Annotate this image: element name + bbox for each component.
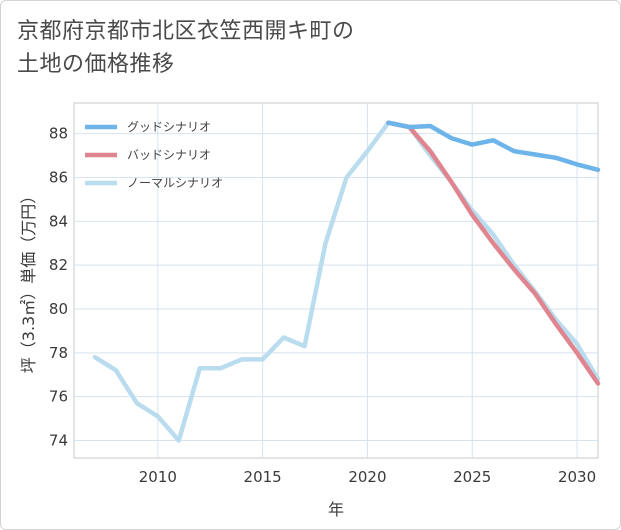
x-tick-label: 2025 <box>453 468 491 486</box>
y-tick-label: 74 <box>49 431 68 449</box>
y-tick-label: 88 <box>49 125 68 143</box>
y-tick-label: 86 <box>49 169 68 187</box>
plot-area <box>73 102 599 459</box>
x-tick-label: 2030 <box>558 468 596 486</box>
x-tick-label: 2020 <box>348 468 386 486</box>
chart-title-line-2: 土地の価格推移 <box>17 52 175 77</box>
series-line-2 <box>386 120 601 386</box>
y-tick-label: 82 <box>49 256 68 274</box>
x-tick-label: 2010 <box>139 468 177 486</box>
y-tick-label: 84 <box>49 212 68 230</box>
x-tick-label: 2015 <box>244 468 282 486</box>
legend-label: グッドシナリオ <box>127 120 211 134</box>
chart-title-line-1: 京都府京都市北区衣笠西開キ町の <box>17 19 355 44</box>
legend-label: バッドシナリオ <box>127 148 211 162</box>
y-tick-label: 78 <box>49 344 68 362</box>
y-tick-label: 76 <box>49 388 68 406</box>
y-axis-title: 坪（3.3㎡）単価（万円） <box>19 188 38 373</box>
legend-label: ノーマルシナリオ <box>127 176 223 190</box>
chart-title: 京都府京都市北区衣笠西開キ町の 土地の価格推移 <box>17 15 355 81</box>
y-tick-label: 80 <box>49 300 68 318</box>
series-line-1 <box>386 120 601 173</box>
series-line-3 <box>92 120 601 443</box>
x-axis-title: 年 <box>328 500 344 519</box>
